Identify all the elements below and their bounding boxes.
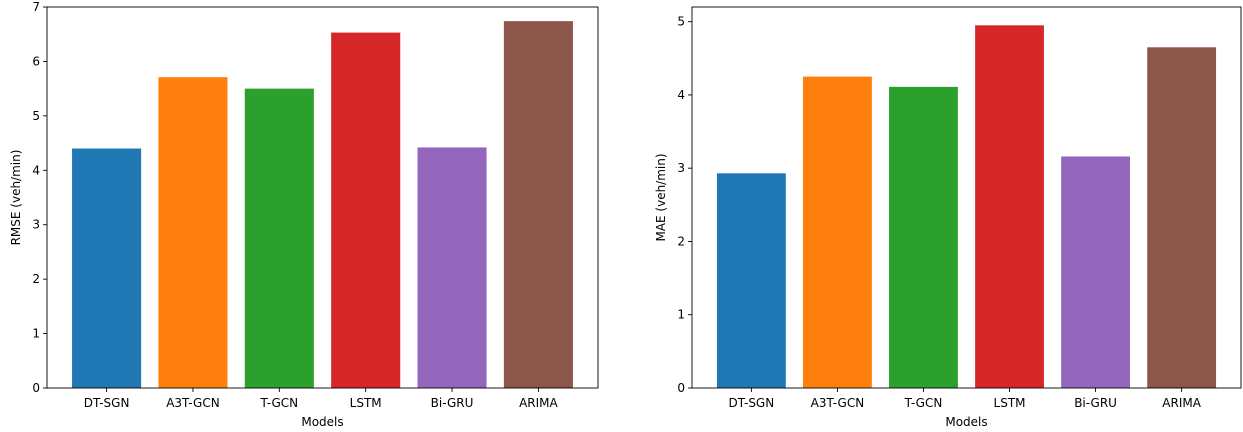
rmse-bar-lstm <box>331 32 401 388</box>
rmse-xtick-label: T-GCN <box>259 396 298 410</box>
mae-bar-a3t-gcn <box>803 76 872 389</box>
rmse-ytick-label: 2 <box>32 272 40 286</box>
mae-xtick-label: Bi-GRU <box>1074 396 1117 410</box>
rmse-xtick-label: LSTM <box>350 396 382 410</box>
mae-ytick-label: 3 <box>677 161 685 175</box>
mae-bar-chart: 0 1 2 3 4 5 DT-SGN A3T-GCN T-GCN LSTM Bi-GRU ARIMA M… <box>654 6 1242 429</box>
mae-y-axis-label: MAE (veh/min) <box>654 153 668 241</box>
mae-xtick-label: LSTM <box>994 396 1026 410</box>
mae-bar-t-gcn <box>889 86 958 389</box>
rmse-bar-bi-gru <box>417 147 487 388</box>
mae-ytick-label: 1 <box>677 308 685 322</box>
rmse-xtick-label: DT-SGN <box>84 396 130 410</box>
rmse-axes-frame <box>46 6 599 389</box>
rmse-ytick-label: 3 <box>32 218 40 232</box>
rmse-bar-arima <box>503 21 573 389</box>
mae-bar-dt-sgn <box>716 173 786 388</box>
mae-ytick-label: 2 <box>677 234 685 248</box>
rmse-y-axis-label: RMSE (veh/min) <box>9 150 23 246</box>
rmse-bar-chart: 0 1 2 3 4 5 6 7 DT-SGN A3T-GCN T-GCN LSTM Bi-GRU ARIM… <box>9 0 599 429</box>
rmse-xtick-label: A3T-GCN <box>166 396 220 410</box>
rmse-ytick-label: 7 <box>32 0 40 14</box>
rmse-xtick-label: Bi-GRU <box>431 396 474 410</box>
mae-x-axis-label: Models <box>945 415 987 429</box>
rmse-ytick-label: 1 <box>32 327 40 341</box>
mae-axes-frame <box>691 6 1242 389</box>
mae-ytick-label: 4 <box>677 88 685 102</box>
mae-ytick-label: 0 <box>677 381 685 395</box>
mae-bar-lstm <box>975 25 1044 388</box>
rmse-ytick-label: 6 <box>32 54 40 68</box>
rmse-ytick-label: 4 <box>32 163 40 177</box>
mae-bar-arima <box>1147 47 1217 389</box>
mae-bar-bi-gru <box>1061 156 1130 388</box>
mae-xtick-label: T-GCN <box>904 396 943 410</box>
rmse-xtick-label: ARIMA <box>519 396 558 410</box>
mae-xtick-label: DT-SGN <box>729 396 775 410</box>
rmse-bar-a3t-gcn <box>158 77 228 389</box>
mae-xtick-label: ARIMA <box>1162 396 1201 410</box>
rmse-ytick-label: 5 <box>32 109 40 123</box>
mae-xtick-label: A3T-GCN <box>811 396 865 410</box>
rmse-x-axis-label: Models <box>301 415 343 429</box>
rmse-ytick-label: 0 <box>32 381 40 395</box>
rmse-bar-t-gcn <box>244 88 314 388</box>
rmse-bar-dt-sgn <box>72 148 142 388</box>
mae-ytick-label: 5 <box>677 15 685 29</box>
